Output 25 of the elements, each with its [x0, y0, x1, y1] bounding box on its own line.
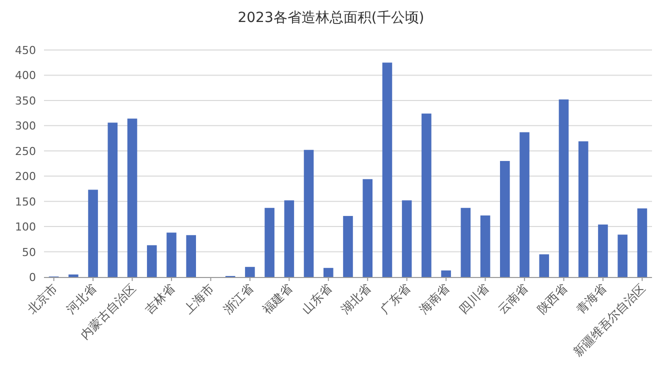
ytick: 400	[15, 69, 36, 82]
ytick: 200	[15, 170, 36, 184]
ytick: 0	[29, 271, 36, 284]
xtick: 陕西省	[534, 281, 570, 317]
xtick: 湖北省	[338, 281, 374, 317]
xtick: 福建省	[260, 281, 296, 317]
xtick: 山东省	[299, 281, 334, 317]
xtick: 河北省	[64, 281, 100, 317]
xtick: 海南省	[416, 281, 452, 317]
ytick: 250	[15, 144, 36, 158]
title: 2023各省造林总面积(千公顷)	[238, 10, 424, 26]
xtick: 云南省	[495, 281, 531, 317]
ytick: 300	[15, 120, 36, 133]
ytick: 50	[22, 246, 36, 259]
xtick: 上海市	[181, 281, 217, 317]
xtick: 青海省	[574, 281, 610, 317]
xtick: 浙江省	[220, 281, 256, 317]
ytick: 450	[15, 44, 36, 57]
xtick: 吉林省	[142, 281, 178, 317]
ytick: 100	[15, 220, 36, 234]
xtick: 四川省	[456, 281, 492, 317]
ytick: 350	[15, 94, 36, 108]
xtick: 北京市	[24, 281, 60, 317]
xtick: 广东省	[378, 281, 413, 317]
ytick: 150	[15, 195, 36, 208]
